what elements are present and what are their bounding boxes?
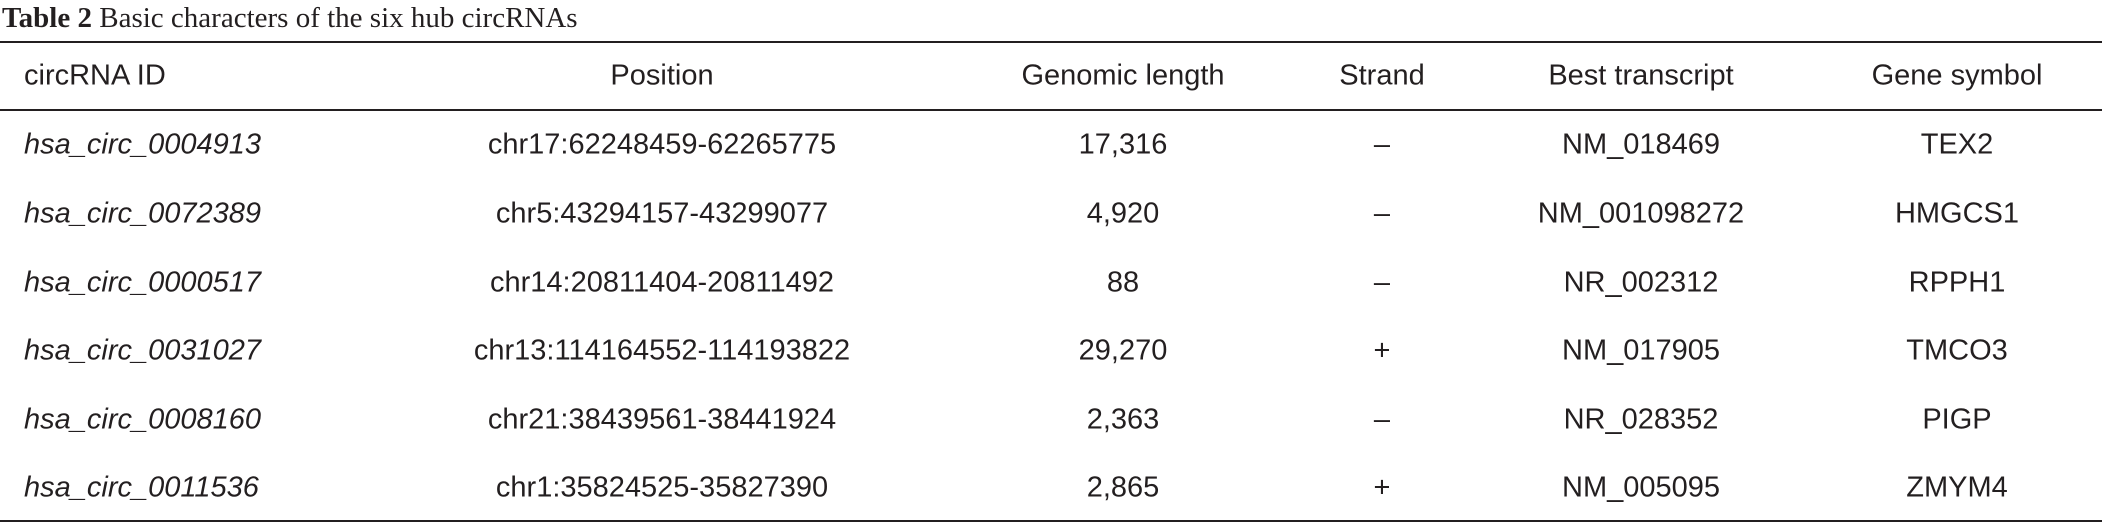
bottom-rule bbox=[0, 520, 2102, 522]
best-transcript-cell: NM_017905 bbox=[1562, 334, 1720, 367]
circrna-id-cell: hsa_circ_0000517 bbox=[24, 266, 262, 299]
gene-symbol-cell: ZMYM4 bbox=[1906, 471, 2008, 504]
gene-symbol-cell: RPPH1 bbox=[1908, 266, 2006, 299]
position-cell: chr13:114164552-114193822 bbox=[473, 334, 851, 367]
header-gene-symbol: Gene symbol bbox=[1871, 59, 2043, 92]
position-cell: chr5:43294157-43299077 bbox=[495, 197, 829, 230]
strand-cell: – bbox=[1373, 197, 1391, 230]
caption: Table 2 Basic characters of the six hub … bbox=[2, 2, 578, 35]
position-cell: chr1:35824525-35827390 bbox=[495, 471, 829, 504]
header-best-transcript: Best transcript bbox=[1548, 59, 1734, 92]
header-rule bbox=[0, 109, 2102, 111]
circrna-id-cell: hsa_circ_0072389 bbox=[24, 197, 262, 230]
strand-cell: + bbox=[1373, 334, 1391, 367]
best-transcript-cell: NR_028352 bbox=[1563, 403, 1719, 436]
position-cell: chr14:20811404-20811492 bbox=[489, 266, 835, 299]
circrna-id-cell: hsa_circ_0004913 bbox=[24, 128, 262, 161]
circrna-id-cell: hsa_circ_0011536 bbox=[24, 471, 259, 504]
gene-symbol-cell: TMCO3 bbox=[1906, 334, 2008, 367]
gene-symbol-cell: HMGCS1 bbox=[1894, 197, 2020, 230]
genomic-length-cell: 88 bbox=[1106, 266, 1140, 299]
circrna-id-cell: hsa_circ_0008160 bbox=[24, 403, 262, 436]
strand-cell: – bbox=[1373, 128, 1391, 161]
gene-symbol-cell: TEX2 bbox=[1920, 128, 1994, 161]
genomic-length-cell: 4,920 bbox=[1086, 197, 1160, 230]
best-transcript-cell: NM_001098272 bbox=[1537, 197, 1745, 230]
best-transcript-cell: NM_018469 bbox=[1562, 128, 1720, 161]
header-strand: Strand bbox=[1339, 59, 1425, 92]
strand-cell: – bbox=[1373, 266, 1391, 299]
strand-cell: + bbox=[1373, 471, 1391, 504]
header-position: Position bbox=[610, 59, 714, 92]
caption-text: Basic characters of the six hub circRNAs bbox=[99, 2, 578, 34]
header-circrna-id: circRNA ID bbox=[24, 59, 166, 92]
strand-cell: – bbox=[1373, 403, 1391, 436]
genomic-length-cell: 2,865 bbox=[1086, 471, 1160, 504]
circrna-id-cell: hsa_circ_0031027 bbox=[24, 334, 262, 367]
caption-label: Table 2 bbox=[2, 2, 92, 34]
genomic-length-cell: 2,363 bbox=[1086, 403, 1160, 436]
position-cell: chr17:62248459-62265775 bbox=[487, 128, 837, 161]
genomic-length-cell: 17,316 bbox=[1078, 128, 1168, 161]
genomic-length-cell: 29,270 bbox=[1078, 334, 1168, 367]
best-transcript-cell: NR_002312 bbox=[1563, 266, 1719, 299]
header-genomic-length: Genomic length bbox=[1021, 59, 1225, 92]
position-cell: chr21:38439561-38441924 bbox=[487, 403, 837, 436]
gene-symbol-cell: PIGP bbox=[1922, 403, 1992, 436]
best-transcript-cell: NM_005095 bbox=[1562, 471, 1720, 504]
top-rule bbox=[0, 41, 2102, 43]
